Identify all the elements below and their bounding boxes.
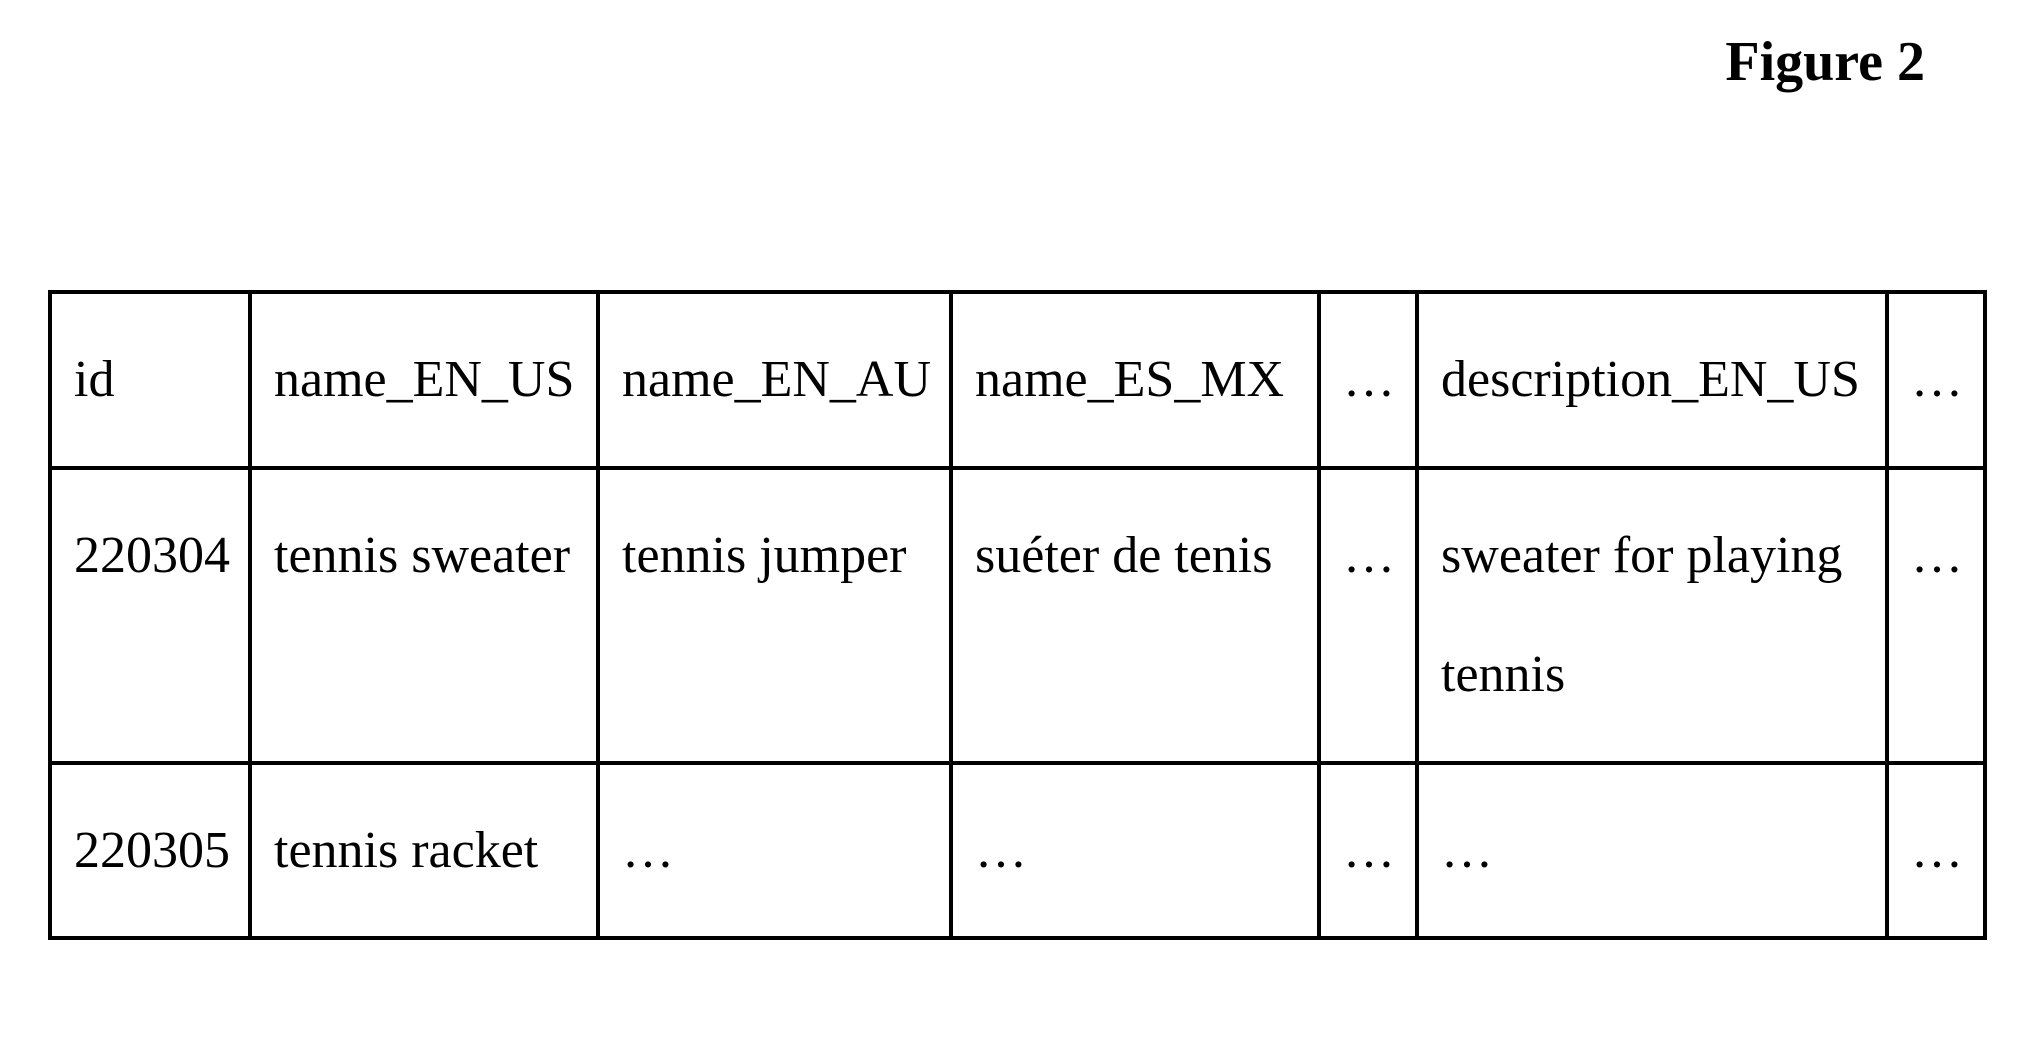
table-row: 220304 tennis sweater tennis jumper suét…: [50, 468, 1985, 763]
table-cell: …: [1319, 468, 1417, 763]
table-body: id name_EN_US name_EN_AU name_ES_MX … de…: [50, 292, 1985, 938]
table-cell: description_EN_US: [1417, 292, 1887, 468]
figure-title: Figure 2: [1725, 30, 1925, 94]
table-cell: …: [951, 763, 1319, 939]
table-cell: …: [598, 763, 951, 939]
table-cell: 220305: [50, 763, 250, 939]
table-cell: id: [50, 292, 250, 468]
table-cell: name_EN_AU: [598, 292, 951, 468]
data-table: id name_EN_US name_EN_AU name_ES_MX … de…: [48, 290, 1987, 940]
table-cell: 220304: [50, 468, 250, 763]
table-cell: …: [1887, 468, 1985, 763]
page: Figure 2 id name_EN_US name_EN_AU name_E…: [0, 0, 2035, 1042]
table-row: id name_EN_US name_EN_AU name_ES_MX … de…: [50, 292, 1985, 468]
table-cell: tennis sweater: [250, 468, 598, 763]
table-cell: tennis jumper: [598, 468, 951, 763]
table-row: 220305 tennis racket … … … … …: [50, 763, 1985, 939]
table-cell: sweater for playing tennis: [1417, 468, 1887, 763]
table-cell: …: [1319, 292, 1417, 468]
table-cell: tennis racket: [250, 763, 598, 939]
table-cell: suéter de tenis: [951, 468, 1319, 763]
table-cell: …: [1319, 763, 1417, 939]
table-cell: name_ES_MX: [951, 292, 1319, 468]
table-cell: name_EN_US: [250, 292, 598, 468]
table-cell: …: [1887, 292, 1985, 468]
table-cell: …: [1887, 763, 1985, 939]
table-cell: …: [1417, 763, 1887, 939]
